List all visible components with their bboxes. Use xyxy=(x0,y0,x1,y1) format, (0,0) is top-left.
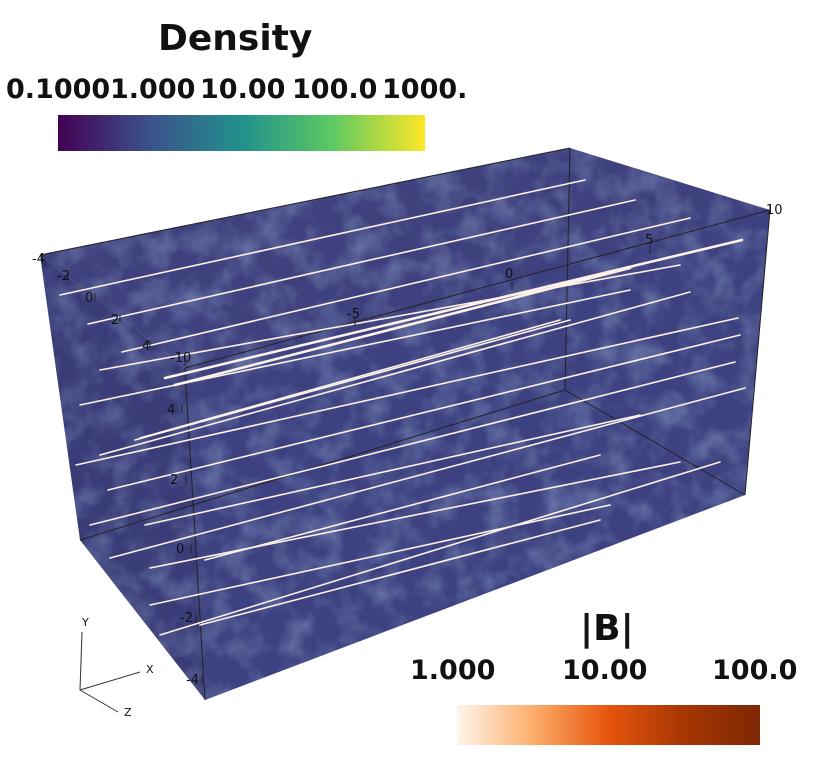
edge-front-top xyxy=(184,209,771,369)
streamline xyxy=(87,199,636,325)
streamline xyxy=(109,387,746,559)
streamline xyxy=(89,361,736,526)
axis-tick: 0 xyxy=(505,267,513,290)
streamlines xyxy=(59,179,746,636)
axis-tick-label: 4 xyxy=(167,403,175,418)
edge-back-bottom xyxy=(564,389,746,496)
orient-y-label: Y xyxy=(81,616,89,629)
density-colorbar-title: Density xyxy=(158,18,313,59)
axis-tick-label: -4 xyxy=(186,673,199,688)
orient-z-label: Z xyxy=(124,706,132,719)
axis-tick-label: 0 xyxy=(85,291,93,306)
axis-tick: 10 xyxy=(766,203,783,218)
orient-x-label: X xyxy=(146,663,154,676)
density-tick-label: 10.00 xyxy=(200,74,286,105)
b-colorbar xyxy=(457,705,760,745)
orient-y-axis xyxy=(79,631,83,691)
density-colorbar xyxy=(58,115,425,151)
edge-back-vertical xyxy=(564,147,571,391)
streamline xyxy=(204,454,601,561)
axis-tick-label: 10 xyxy=(766,203,783,218)
axis-tick-label: 4 xyxy=(142,339,150,354)
axis-tick: 2 xyxy=(111,313,121,328)
streamline xyxy=(139,319,561,439)
streamline xyxy=(134,319,571,441)
axis-tick: 4 xyxy=(142,339,151,354)
streamline xyxy=(144,414,641,526)
axis-tick: 4 xyxy=(167,403,183,418)
axis-tick-label: -2 xyxy=(180,611,193,626)
density-tick-label: 0.1000 xyxy=(6,74,111,105)
streamline xyxy=(59,179,586,296)
edge-back-left xyxy=(79,389,566,541)
streamline xyxy=(159,461,721,636)
streamline xyxy=(149,504,611,606)
axis-tick: -10 xyxy=(170,351,191,366)
axis-tick-label: -4 xyxy=(32,252,45,267)
b-colorbar-title: |B| xyxy=(580,608,634,649)
axis-labels: -10 -5 0 5 10 4 2 0 -2 -4 -4 -2 0 2 4 xyxy=(32,203,783,688)
axis-tick-label: 0 xyxy=(176,542,184,557)
axis-tick-label: -5 xyxy=(347,307,360,322)
density-tick-label: 100.0 xyxy=(292,74,378,105)
streamline xyxy=(79,289,631,406)
b-tick-label: 100.0 xyxy=(712,655,798,686)
streamline xyxy=(99,291,691,456)
axis-tick-label: 5 xyxy=(645,233,653,248)
density-tick-label: 1000. xyxy=(382,74,468,105)
streamline xyxy=(107,334,741,491)
front-face-texture xyxy=(185,210,770,700)
axis-tick: -2 xyxy=(180,611,197,626)
edge-top-back xyxy=(39,147,571,256)
left-face-texture xyxy=(40,255,205,700)
streamline xyxy=(121,217,691,353)
axis-tick: -4 xyxy=(186,673,203,688)
axis-tick: 0 xyxy=(85,291,96,306)
orientation-axes xyxy=(79,631,141,713)
orient-z-axis xyxy=(79,689,119,713)
axis-tick: 0 xyxy=(176,542,192,557)
edge-right xyxy=(744,209,771,496)
streamline xyxy=(199,519,601,626)
streamline xyxy=(173,266,632,387)
axis-tick-label: 0 xyxy=(505,267,513,282)
axis-tick-label: 2 xyxy=(111,313,119,328)
axis-tick-label: -2 xyxy=(57,269,70,284)
volume-box xyxy=(39,147,771,701)
b-tick-label: 10.00 xyxy=(562,655,648,686)
axis-tick: -4 xyxy=(32,252,46,267)
b-tick-label: 1.000 xyxy=(410,655,496,686)
orient-x-axis xyxy=(79,671,141,691)
density-tick-label: 1.000 xyxy=(110,74,196,105)
axis-tick: -5 xyxy=(347,307,360,326)
axis-tick-label: 2 xyxy=(170,473,178,488)
axis-tick: 5 xyxy=(645,233,653,254)
axis-tick: -2 xyxy=(57,269,70,284)
streamline xyxy=(163,238,744,380)
streamline xyxy=(75,317,739,466)
top-face-texture xyxy=(40,148,770,368)
streamline xyxy=(99,264,681,371)
axis-tick: 2 xyxy=(170,473,187,488)
axis-tick-label: -10 xyxy=(170,351,191,366)
edge-front-vertical xyxy=(184,367,206,701)
